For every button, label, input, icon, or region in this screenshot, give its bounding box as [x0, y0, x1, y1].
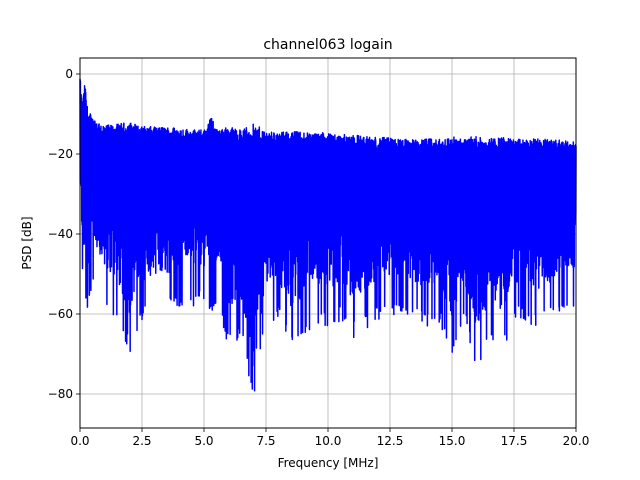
chart-title: channel063 logain — [263, 37, 392, 53]
x-tick-label: 0.0 — [70, 434, 89, 448]
x-tick-label: 7.5 — [256, 434, 275, 448]
y-tick-label: −80 — [48, 387, 73, 401]
y-axis-label: PSD [dB] — [20, 216, 34, 269]
y-tick-label: −60 — [48, 307, 73, 321]
x-tick-label: 20.0 — [563, 434, 590, 448]
x-tick-label: 15.0 — [439, 434, 466, 448]
x-tick-label: 17.5 — [501, 434, 528, 448]
y-tick-label: −40 — [48, 227, 73, 241]
x-tick-label: 12.5 — [377, 434, 404, 448]
x-axis-label: Frequency [MHz] — [278, 456, 379, 470]
psd-series — [79, 78, 577, 392]
x-axis: 0.0 2.5 5.0 7.5 10.0 12.5 15.0 17.5 20.0 — [70, 428, 589, 448]
x-tick-label: 10.0 — [315, 434, 342, 448]
y-tick-label: 0 — [65, 67, 73, 81]
x-tick-label: 2.5 — [132, 434, 151, 448]
x-tick-label: 5.0 — [194, 434, 213, 448]
y-tick-label: −20 — [48, 147, 73, 161]
psd-trace — [79, 78, 577, 392]
y-axis: 0 −20 −40 −60 −80 — [48, 67, 80, 401]
